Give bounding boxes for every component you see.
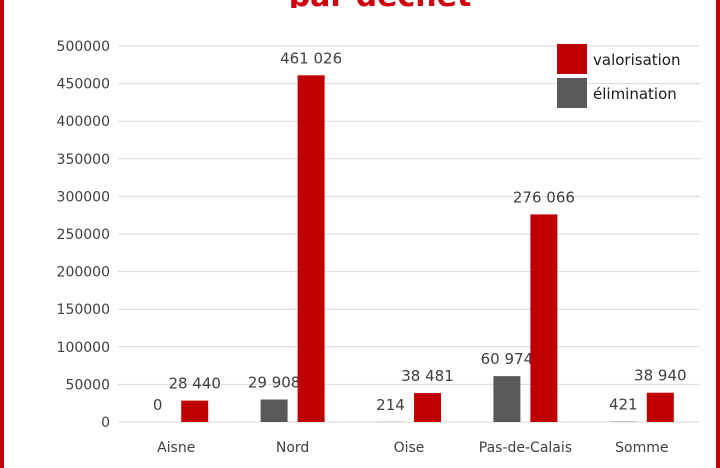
chart-title: par déchet: [250, 0, 510, 8]
data-label: 214: [376, 396, 405, 414]
data-label: 0: [153, 396, 163, 414]
data-label: 29 908: [248, 374, 301, 392]
bar-valorisation: [414, 393, 441, 422]
legend-label: élimination: [593, 85, 677, 103]
x-tick-label: Oise: [394, 440, 425, 456]
y-tick-label: 150000: [57, 302, 110, 318]
y-tick-label: 200000: [57, 265, 110, 281]
y-tick-label: 350000: [57, 152, 110, 168]
legend-label: valorisation: [593, 51, 681, 69]
bar-elimination: [493, 376, 521, 422]
data-label: 38 481: [401, 367, 454, 385]
legend-swatch: [557, 78, 587, 108]
bar-valorisation: [646, 392, 674, 422]
data-label: 28 440: [168, 375, 221, 393]
x-tick-label: Pas-de-Calais: [479, 440, 572, 456]
legend-swatch: [557, 44, 587, 74]
bar-valorisation: [181, 400, 209, 422]
y-tick-label: 50000: [65, 377, 110, 393]
x-tick-label: Nord: [276, 440, 309, 456]
data-label: 38 940: [634, 367, 687, 385]
data-label: 60 974: [481, 350, 534, 368]
data-label: 421: [609, 396, 638, 414]
y-tick-label: 500000: [57, 39, 110, 55]
x-tick-label: Aisne: [157, 440, 195, 456]
y-tick-label: 300000: [57, 189, 110, 205]
y-tick-label: 250000: [57, 227, 110, 243]
data-label: 276 066: [513, 188, 575, 206]
bar-valorisation: [297, 75, 325, 423]
x-tick-label: Somme: [615, 440, 668, 456]
y-tick-label: 0: [101, 415, 110, 431]
chart-title-clip: par déchet: [250, 0, 510, 8]
data-label: 461 026: [280, 49, 342, 67]
y-tick-label: 450000: [57, 77, 110, 93]
bar-elimination: [260, 399, 288, 422]
bar-valorisation: [530, 214, 558, 422]
y-tick-label: 100000: [57, 340, 110, 356]
y-tick-label: 400000: [57, 114, 110, 130]
